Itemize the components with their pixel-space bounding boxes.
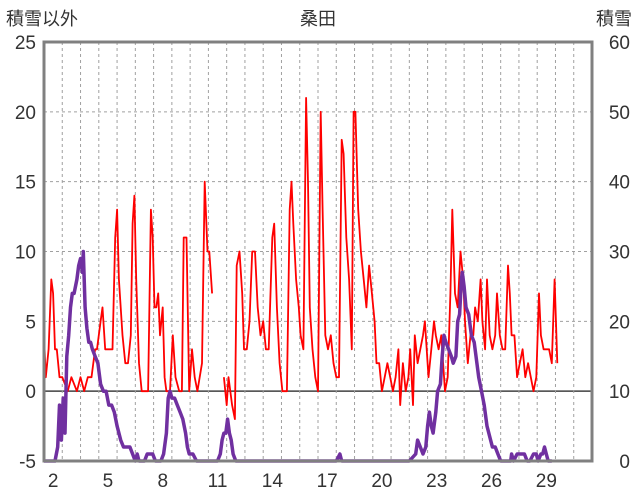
left-tick-label: 25: [15, 33, 36, 54]
series-segment: [223, 97, 559, 420]
left-tick-label: 10: [15, 243, 36, 264]
left-tick-label: 5: [25, 312, 36, 333]
series-segment: [44, 249, 552, 463]
x-tick-label: 20: [371, 471, 392, 492]
left-tick-label: 0: [25, 382, 36, 403]
right-tick-label: 30: [609, 243, 630, 264]
series-purple-line: [44, 249, 552, 463]
x-tick-label: 17: [317, 471, 338, 492]
chart-title: 桑田: [300, 9, 336, 30]
left-tick-label: 20: [15, 103, 36, 124]
right-tick-label: 10: [609, 382, 630, 403]
x-tick-labels: 2 5 8 11 14 17 20 23 26 29: [48, 471, 557, 492]
grid: [44, 42, 592, 461]
left-tick-label: 15: [15, 173, 36, 194]
right-tick-label: 50: [609, 103, 630, 124]
left-tick-label: -5: [19, 452, 36, 473]
x-tick-label: 2: [48, 471, 59, 492]
x-tick-label: 5: [103, 471, 114, 492]
x-tick-label: 8: [157, 471, 168, 492]
right-tick-label: 60: [609, 33, 630, 54]
left-tick-labels: -5 0 5 10 15 20 25: [15, 33, 36, 473]
right-tick-labels: 0 10 20 30 40 50 60: [609, 33, 630, 473]
plot-frame: [42, 40, 594, 463]
right-axis-label: 積雪: [596, 9, 632, 30]
x-tick-label: 26: [481, 471, 502, 492]
series-red-line: [43, 97, 559, 420]
right-tick-label: 40: [609, 173, 630, 194]
x-tick-label: 23: [426, 471, 447, 492]
series-segment: [43, 180, 213, 393]
left-axis-label: 積雪以外: [6, 9, 78, 30]
right-tick-label: 20: [609, 312, 630, 333]
right-tick-label: 0: [619, 452, 630, 473]
x-tick-label: 11: [208, 471, 228, 492]
x-tick-label: 14: [262, 471, 284, 492]
x-tick-label: 29: [536, 471, 557, 492]
